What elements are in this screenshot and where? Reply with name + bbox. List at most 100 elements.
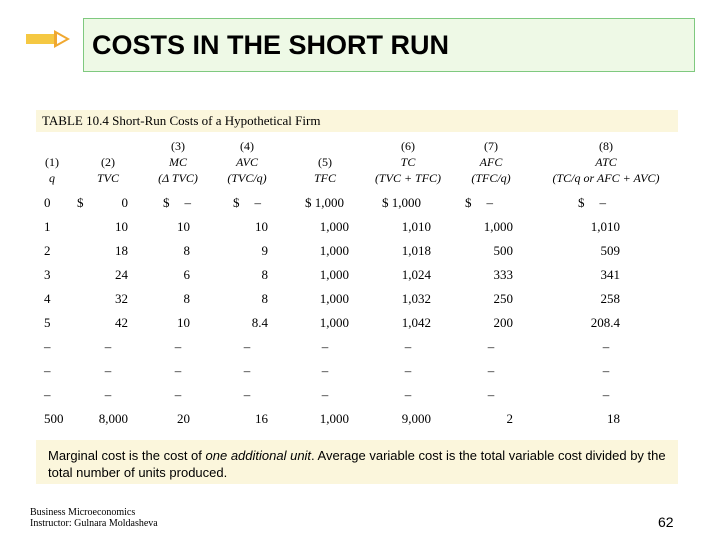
table-cell: 8,000 bbox=[98, 411, 128, 426]
note-text-part2: . Average variable cost is the total var… bbox=[48, 448, 666, 480]
column-header-formula: (Δ TVC) bbox=[158, 171, 198, 185]
column-header-4: (4) AVC (TVC/q) bbox=[212, 138, 282, 186]
table-cell: – bbox=[44, 387, 51, 402]
table-cell: 8 bbox=[261, 291, 269, 306]
table-cell: – bbox=[243, 339, 251, 354]
diamond-arrow-decoration bbox=[26, 30, 70, 48]
table-cell: $ – bbox=[578, 195, 606, 211]
table-cell: 1,032 bbox=[401, 291, 431, 306]
table-cell: 10 bbox=[115, 219, 128, 234]
table-cell: 9,000 bbox=[401, 411, 431, 426]
currency-symbol: $ bbox=[233, 195, 240, 210]
table-cell: 2 bbox=[44, 243, 51, 258]
table-cell: 18 bbox=[115, 243, 128, 258]
table-cell: – bbox=[404, 339, 412, 354]
footer-instructor: Instructor: Gulnara Moldasheva bbox=[30, 518, 158, 529]
title-box: COSTS IN THE SHORT RUN bbox=[83, 18, 695, 72]
table-cell: $ – bbox=[163, 195, 191, 211]
currency-symbol: $ bbox=[465, 195, 472, 210]
table-cell: – bbox=[404, 387, 412, 402]
table-cell: 6 bbox=[183, 267, 191, 282]
table-cell: 9 bbox=[261, 243, 269, 258]
cell-value: – bbox=[184, 195, 192, 210]
column-header-6: (6) TC (TVC + TFC) bbox=[353, 138, 463, 186]
table-cell: – bbox=[602, 339, 610, 354]
table-cell: – bbox=[602, 363, 610, 378]
table-cell: 1,000 bbox=[319, 219, 349, 234]
column-header-7: (7) AFC (TFC/q) bbox=[456, 138, 526, 186]
currency-symbol: $ bbox=[578, 195, 585, 210]
column-header-formula: (TC/q or AFC + AVC) bbox=[552, 171, 660, 185]
table-cell: 1,000 bbox=[319, 243, 349, 258]
table-cell: – bbox=[602, 387, 610, 402]
table-cell: – bbox=[104, 339, 112, 354]
table-cell: – bbox=[104, 387, 112, 402]
table-cell: 32 bbox=[115, 291, 128, 306]
table-cell: 509 bbox=[600, 243, 621, 258]
column-header-formula: (TVC/q) bbox=[227, 171, 267, 185]
definition-note: Marginal cost is the cost of one additio… bbox=[36, 440, 678, 484]
table-cell: – bbox=[174, 387, 182, 402]
column-header-name: q bbox=[49, 171, 55, 185]
column-header-name: AVC bbox=[235, 155, 259, 169]
table-cell: 3 bbox=[44, 267, 51, 282]
column-header-num: (7) bbox=[484, 139, 498, 153]
table-cell: 1,042 bbox=[401, 315, 431, 330]
table-cell: 42 bbox=[115, 315, 128, 330]
table-cell: – bbox=[44, 363, 51, 378]
table-cell: $ 1,000 bbox=[382, 195, 421, 210]
table-cell: – bbox=[44, 339, 51, 354]
column-header-num: (3) bbox=[171, 139, 185, 153]
cell-value: – bbox=[599, 195, 607, 210]
table-cell: 333 bbox=[493, 267, 514, 282]
table-cell: 1,010 bbox=[401, 219, 431, 234]
table-cell: 24 bbox=[115, 267, 128, 282]
table-cell: 200 bbox=[493, 315, 514, 330]
cell-value: – bbox=[486, 195, 494, 210]
table-cell: 8 bbox=[183, 243, 191, 258]
column-header-2: (2) TVC bbox=[78, 154, 138, 186]
column-header-name: MC bbox=[169, 155, 187, 169]
table-cell: 8.4 bbox=[251, 315, 268, 330]
table-cell: 250 bbox=[493, 291, 514, 306]
column-header-name: TFC bbox=[313, 171, 336, 185]
table-cell: 1 bbox=[44, 219, 51, 234]
table-cell: – bbox=[174, 363, 182, 378]
table-cell: 1,000 bbox=[319, 315, 349, 330]
table-cell: – bbox=[487, 387, 495, 402]
page-title: COSTS IN THE SHORT RUN bbox=[92, 30, 450, 60]
currency-symbol: $ bbox=[163, 195, 170, 210]
table-cell: – bbox=[321, 363, 329, 378]
table-cell: $ – bbox=[233, 195, 261, 211]
table-cell: 10 bbox=[177, 315, 190, 330]
column-header-num: (1) bbox=[45, 155, 59, 169]
table-cell: – bbox=[404, 363, 412, 378]
table-cell: – bbox=[174, 339, 182, 354]
table-cell: 1,000 bbox=[319, 291, 349, 306]
column-header-name: AFC bbox=[479, 155, 503, 169]
table-cell: 258 bbox=[600, 291, 621, 306]
table-cell: 5 bbox=[44, 315, 51, 330]
column-header-8: (8) ATC (TC/q or AFC + AVC) bbox=[526, 138, 686, 186]
table-cell: 208.4 bbox=[590, 315, 620, 330]
table-cell: 1,024 bbox=[401, 267, 431, 282]
note-emphasis: one additional unit bbox=[205, 448, 312, 463]
table-cell: 1,018 bbox=[401, 243, 431, 258]
table-cell: 2 bbox=[506, 411, 514, 426]
column-header-num: (5) bbox=[318, 155, 332, 169]
table-cell: 10 bbox=[177, 219, 190, 234]
table-cell: 341 bbox=[600, 267, 621, 282]
table-cell: $ – bbox=[465, 195, 493, 211]
table-cell: – bbox=[243, 363, 251, 378]
table-cell: 18 bbox=[607, 411, 620, 426]
table-cell: 1,010 bbox=[590, 219, 620, 234]
column-header-name: TC bbox=[400, 155, 416, 169]
column-header-num: (2) bbox=[101, 155, 115, 169]
cell-value: 0 bbox=[121, 195, 129, 210]
column-header-formula: (TFC/q) bbox=[471, 171, 511, 185]
column-header-3: (3) MC (Δ TVC) bbox=[143, 138, 213, 186]
table-cell: $ 1,000 bbox=[305, 195, 344, 210]
column-header-name: ATC bbox=[595, 155, 617, 169]
table-cell: $0 bbox=[77, 195, 128, 211]
column-header-5: (5) TFC bbox=[295, 154, 355, 186]
